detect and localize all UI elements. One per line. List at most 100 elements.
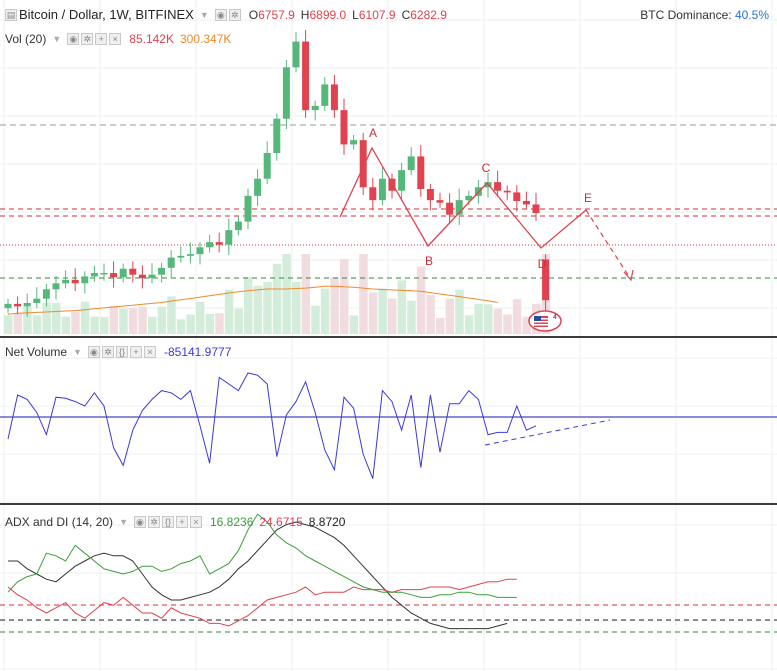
candle-body xyxy=(388,178,396,191)
candle-body xyxy=(302,41,310,111)
pattern-label-c: C xyxy=(482,161,491,175)
candle-body xyxy=(196,247,204,255)
net-volume-title[interactable]: Net Volume xyxy=(5,345,68,359)
candle-body xyxy=(14,303,22,307)
volume-bar xyxy=(215,313,224,334)
eye-icon[interactable]: ◉ xyxy=(67,33,80,45)
plus-icon[interactable]: + xyxy=(129,346,142,358)
price-chart[interactable]: A B C D E xyxy=(0,0,777,336)
candle-body xyxy=(62,279,70,284)
low-key: L xyxy=(352,8,359,22)
dominance-label: BTC Dominance: xyxy=(640,8,732,22)
candle-body xyxy=(503,190,511,193)
volume-bar xyxy=(445,298,455,334)
candle-body xyxy=(369,187,377,201)
adx-chart[interactable] xyxy=(0,505,777,671)
volume-bar xyxy=(397,280,407,334)
plus-icon[interactable]: + xyxy=(175,516,188,528)
projection-arrow xyxy=(623,269,634,282)
close-icon[interactable]: × xyxy=(109,33,122,45)
volume-bar xyxy=(61,316,71,334)
open-value: 6757.9 xyxy=(258,8,295,22)
volume-bar xyxy=(52,303,61,334)
close-icon[interactable]: × xyxy=(143,346,156,358)
candle-body xyxy=(23,303,31,307)
collapse-icon[interactable]: ▤ xyxy=(5,9,17,21)
volume-bar xyxy=(157,306,167,334)
net-volume-pane[interactable]: Net Volume ▼ ◉ ✲ {} + × -85141.9777 xyxy=(0,338,777,503)
high-value: 6899.0 xyxy=(309,8,347,22)
candle-body xyxy=(4,303,12,309)
adx-title[interactable]: ADX and DI (14, 20) xyxy=(5,515,114,529)
plus-icon[interactable]: + xyxy=(95,33,108,45)
gear-icon[interactable]: ✲ xyxy=(228,9,241,21)
volume-bar xyxy=(138,307,147,334)
volume-bar xyxy=(4,315,13,334)
volume-bar xyxy=(282,254,291,334)
volume-bar xyxy=(512,299,522,334)
net-volume-value: -85141.9777 xyxy=(163,345,232,359)
candle-body xyxy=(340,110,348,145)
plus-di-value: 16.8236 xyxy=(209,515,254,529)
candle-body xyxy=(42,289,50,299)
volume-bar xyxy=(167,296,176,334)
volume-bar xyxy=(186,314,195,334)
pattern-label-d: D xyxy=(538,257,547,271)
volume-bar xyxy=(484,304,493,334)
volume-bar xyxy=(359,254,368,334)
volume-bar xyxy=(301,254,311,334)
plus-di-line xyxy=(7,513,517,598)
volume-title[interactable]: Vol (20) xyxy=(5,32,47,46)
low-value: 6107.9 xyxy=(358,8,396,22)
abcde-pattern-line xyxy=(339,146,587,249)
gear-icon[interactable]: ✲ xyxy=(101,346,114,358)
candle-body xyxy=(359,140,367,188)
candle-body xyxy=(110,273,118,278)
close-icon[interactable]: × xyxy=(189,516,202,528)
candle-body xyxy=(138,274,146,279)
volume-bar xyxy=(378,288,387,334)
volume-ma-line xyxy=(7,285,498,315)
net-volume-chart[interactable] xyxy=(0,338,777,503)
candle-body xyxy=(148,274,156,279)
candle-body xyxy=(167,257,175,268)
us-flag-icon[interactable]: 4 xyxy=(528,310,562,332)
candle-body xyxy=(71,279,79,284)
chevron-down-icon[interactable]: ▼ xyxy=(199,10,209,20)
adx-pane[interactable]: ADX and DI (14, 20) ▼ ◉ ✲ {} + × 16.8236… xyxy=(0,505,777,671)
candle-body xyxy=(225,230,233,245)
trend-line xyxy=(484,419,611,446)
chevron-down-icon[interactable]: ▼ xyxy=(119,517,128,527)
eye-icon[interactable]: ◉ xyxy=(214,9,227,21)
eye-icon[interactable]: ◉ xyxy=(87,346,100,358)
candle-body xyxy=(436,200,444,203)
symbol-title[interactable]: Bitcoin / Dollar, 1W, BITFINEX xyxy=(19,7,194,22)
volume-bar xyxy=(71,311,80,334)
volume-bar xyxy=(224,289,234,334)
gear-icon[interactable]: ✲ xyxy=(147,516,160,528)
chevron-down-icon[interactable]: ▼ xyxy=(73,347,82,357)
volume-bar xyxy=(292,282,301,334)
volume-bar xyxy=(522,316,531,334)
candle-body xyxy=(398,170,406,191)
braces-icon[interactable]: {} xyxy=(161,516,174,528)
gear-icon[interactable]: ✲ xyxy=(81,33,94,45)
candle-body xyxy=(417,156,425,189)
chevron-down-icon[interactable]: ▼ xyxy=(52,34,62,44)
candle-body xyxy=(90,273,98,277)
candle-body xyxy=(455,200,463,215)
volume-bar xyxy=(388,298,397,334)
pane-separator[interactable] xyxy=(0,336,777,338)
net-volume-line xyxy=(7,372,537,479)
candle-body xyxy=(494,182,502,191)
adx-value: 8.8720 xyxy=(308,515,346,529)
volume-ma-value: 300.347K xyxy=(180,32,232,46)
price-pane[interactable]: A B C D E ▤ Bitcoin / Dollar, 1W, BITFINEX ▼… xyxy=(0,0,777,336)
braces-icon[interactable]: {} xyxy=(115,346,128,358)
eye-icon[interactable]: ◉ xyxy=(133,516,146,528)
pane-separator[interactable] xyxy=(0,503,777,505)
candle-body xyxy=(292,41,300,68)
volume-bar xyxy=(493,308,503,334)
close-value: 6282.9 xyxy=(410,8,447,22)
pattern-label-e: E xyxy=(584,191,592,205)
